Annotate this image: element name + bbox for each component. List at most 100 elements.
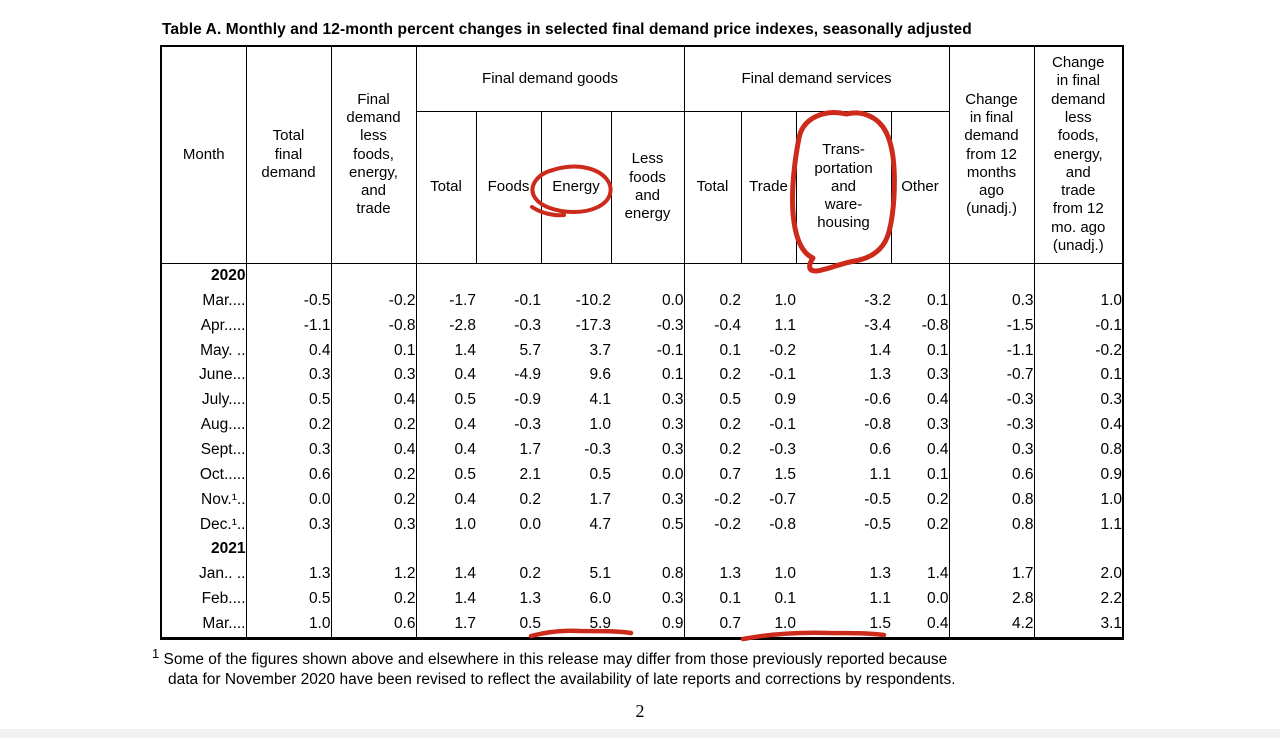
data-cell: 0.6 [949,462,1035,488]
data-cell: 0.1 [331,338,417,364]
data-cell: 0.2 [719,416,741,434]
data-cell: -0.2 [769,341,796,359]
month-row: Mar.... 1.0 0.6 1.7 0.5 5.9 0.9 0.7 1.0 1.5 0.4 4.2… [161,611,1123,639]
data-cell: -0.7 [769,490,796,508]
header-services-trade: Trade [740,110,797,264]
month-row: June... 0.3 0.3 0.4 -4.9 9.6 0.1 0.2 -0.1 1.3 0.3-… [161,363,1123,388]
month-label: June... [161,363,247,388]
data-cell: -2.8 [449,316,476,334]
header-change-less-fet-12-months: Change in final demand less foods, energ… [1033,45,1124,264]
data-cell: 0.1 [1100,366,1123,384]
data-cell: 1.0 [774,291,796,309]
header-services-total: Total [683,110,742,264]
data-cell: 1.7 [519,441,541,459]
data-cell: -1.1 [949,338,1035,364]
data-cell: 0.3 [1100,391,1123,409]
table-header: Month Total final demand Final demand le… [160,45,1124,264]
month-row: Sept... 0.3 0.4 0.4 1.7 -0.3 0.3 0.2 -0.3 0.6 0.4 0… [161,437,1123,463]
data-cell: -0.5 [246,288,332,314]
data-cell: 0.5 [454,465,476,483]
data-cell: 0.4 [454,490,476,508]
header-goods-foods: Foods [475,110,542,264]
data-cell [891,263,950,289]
month-label: Mar.... [161,288,247,314]
data-cell: 0.4 [1100,416,1123,434]
data-cell: 0.8 [949,487,1035,513]
data-cell [611,263,685,289]
header-goods-total: Total [415,110,477,264]
data-cell: -1.5 [949,313,1035,339]
data-cell: 0.4 [331,387,417,413]
data-cell: 0.3 [611,387,685,413]
data-cell: 0.1 [891,288,950,314]
data-cell: 6.0 [589,590,611,608]
month-label: Feb.... [161,586,247,612]
data-cell: 0.6 [331,611,417,639]
data-cell: 0.2 [891,512,950,537]
header-total-final-demand: Total final demand [245,45,332,264]
month-label: Dec.¹.. [161,512,247,537]
data-cell: -1.1 [246,313,332,339]
data-cell: 1.4 [869,341,891,359]
data-cell: 4.7 [589,515,611,533]
month-label: Oct..... [161,462,247,488]
data-cell: 0.1 [611,363,685,388]
data-cell [246,263,332,289]
footnote-line-1: 1 Some of the figures shown above and el… [152,644,1112,670]
header-goods-less-foods-energy: Less foods and energy [610,110,685,264]
header-month: Month [160,45,247,264]
data-cell: -0.2 [714,490,741,508]
footnote-marker: 1 [152,646,160,661]
data-cell: 0.3 [891,412,950,438]
data-cell: 0.3 [611,412,685,438]
data-cell: 0.3 [246,363,332,388]
data-cell [1034,263,1123,289]
data-cell [476,537,541,562]
data-cell: 1.3 [519,590,541,608]
data-cell: 0.5 [611,512,685,537]
data-cell: 0.9 [611,611,685,639]
data-cell: -0.1 [769,366,796,384]
data-cell: 1.1 [774,316,796,334]
data-cell: 0.4 [454,366,476,384]
data-cell: 0.3 [891,363,950,388]
data-cell: 0.0 [611,462,685,488]
header-less-foods-energy-trade: Final demand less foods, energy, and tra… [330,45,417,264]
data-cell [476,263,541,289]
data-cell: 0.5 [519,615,541,633]
data-cell: 0.4 [891,611,950,639]
data-cell [949,263,1035,289]
data-cell: 5.7 [519,341,541,359]
data-cell: 0.2 [331,462,417,488]
data-cell: 1.7 [589,490,611,508]
data-cell [796,537,891,562]
data-cell: -0.8 [864,416,891,434]
data-cell: 0.5 [246,387,332,413]
data-cell: -0.5 [864,490,891,508]
data-cell: 0.1 [891,338,950,364]
data-cell [541,537,611,562]
data-cell: 0.2 [719,366,741,384]
data-cell: -0.3 [514,316,541,334]
data-cell [331,536,417,562]
data-cell: 1.0 [589,416,611,434]
month-label: July.... [161,387,247,413]
data-cell: -0.3 [769,441,796,459]
data-cell: 0.3 [246,512,332,537]
data-cell [684,263,741,289]
data-cell: 0.3 [611,586,685,612]
data-cell: 0.4 [891,437,950,463]
data-cell: 1.0 [454,515,476,533]
data-cell: -0.8 [891,313,950,339]
data-cell: 0.5 [589,465,611,483]
data-cell: 0.1 [719,341,741,359]
month-label: Sept... [161,437,247,463]
data-cell: 0.5 [719,391,741,409]
data-cell: 1.7 [949,561,1035,587]
month-row: Aug.... 0.2 0.2 0.4 -0.3 1.0 0.3 0.2 -0.1 -0.8 0.3… [161,412,1123,438]
data-cell [741,537,796,562]
data-cell: 0.0 [891,586,950,612]
data-cell [1034,537,1123,562]
data-cell: 2.1 [519,465,541,483]
